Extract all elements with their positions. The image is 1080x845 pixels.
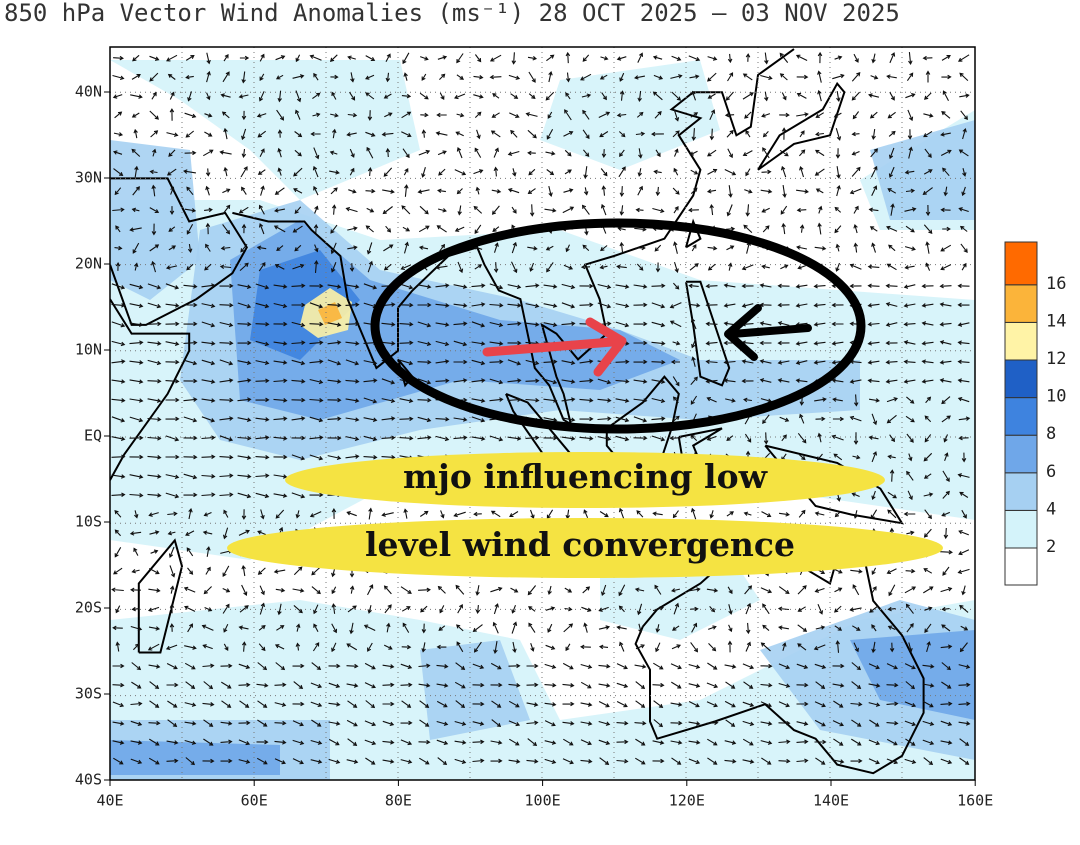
lon-label: 160E <box>957 792 993 810</box>
annotations: mjo influencing low level wind convergen… <box>227 218 943 578</box>
wind-shading <box>110 60 420 200</box>
black-arrow <box>724 304 812 361</box>
coastline <box>137 538 184 654</box>
coastline <box>232 48 795 427</box>
lat-label: 20N <box>75 255 102 273</box>
axes: 40N 30N 20N 10N EQ 10S 20S 30S 40S 40E 60E 80E 100E 1… <box>75 83 993 810</box>
wind-shading <box>850 630 975 720</box>
legend-swatch <box>1004 284 1038 323</box>
wind-shading <box>318 302 342 325</box>
legend-label: 6 <box>1046 462 1056 482</box>
lat-label: EQ <box>84 427 102 445</box>
legend-label: 2 <box>1046 537 1056 557</box>
lat-label: 20S <box>75 599 102 617</box>
lat-label: 30N <box>75 169 102 187</box>
label-background <box>227 518 943 578</box>
legend-swatch <box>1004 434 1038 474</box>
legend-swatch <box>1004 241 1038 286</box>
annotation-text: level wind convergence <box>365 525 795 564</box>
legend-swatch <box>1004 397 1038 436</box>
lon-label: 100E <box>525 792 561 810</box>
coastline <box>685 280 731 387</box>
legend-swatch <box>1004 509 1038 549</box>
annotation-text: mjo influencing low <box>403 457 769 496</box>
legend-label: 8 <box>1046 424 1056 444</box>
coastline <box>757 81 846 171</box>
lon-label: 60E <box>241 792 268 810</box>
color-legend: 2 4 6 8 10 12 14 16 <box>1004 241 1066 586</box>
legend-label: 10 <box>1046 387 1066 407</box>
lon-label: 120E <box>669 792 705 810</box>
lat-label: 10N <box>75 341 102 359</box>
lat-label: 40S <box>75 771 102 789</box>
map-title: 850 hPa Vector Wind Anomalies (ms⁻¹) 28 … <box>4 0 900 27</box>
wind-shading <box>420 640 530 740</box>
legend-label: 16 <box>1046 274 1066 294</box>
lat-label: 10S <box>75 513 102 531</box>
red-arrow <box>482 317 627 377</box>
wind-shading <box>110 140 200 300</box>
highlight-ellipse <box>370 218 866 434</box>
lon-label: 80E <box>385 792 412 810</box>
wind-shading <box>110 740 280 775</box>
map-area <box>110 47 975 780</box>
legend-swatch <box>1004 547 1038 586</box>
lon-label: 40E <box>96 792 123 810</box>
wind-shading <box>870 120 975 220</box>
legend-label: 4 <box>1046 499 1056 519</box>
lat-label: 40N <box>75 83 102 101</box>
wind-shading <box>540 60 720 170</box>
coastline <box>110 298 191 481</box>
legend-swatch <box>1004 472 1038 511</box>
legend-swatch <box>1004 359 1038 399</box>
label-background <box>285 452 885 508</box>
legend-swatch <box>1004 321 1038 361</box>
legend-label: 14 <box>1046 311 1066 331</box>
legend-label: 12 <box>1046 349 1066 369</box>
lat-label: 30S <box>75 685 102 703</box>
lon-label: 140E <box>813 792 849 810</box>
